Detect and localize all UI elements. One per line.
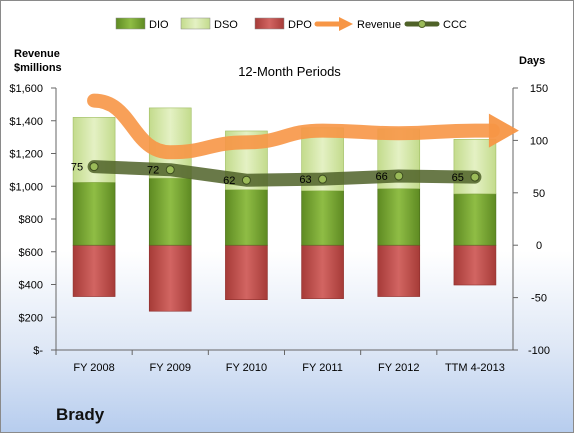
y-left-tick-label: $800	[19, 214, 43, 226]
y-left-tick-label: $600	[19, 247, 43, 259]
dio-bar	[453, 193, 497, 246]
revenue-arrowhead	[488, 113, 519, 148]
legend-swatch-dpo	[254, 17, 285, 30]
lines	[87, 93, 519, 187]
x-tick-label: TTM 4-2013	[445, 362, 505, 374]
y-left-title-line-1: Revenue	[14, 48, 60, 60]
y-right-tick-label: 150	[530, 83, 548, 95]
dpo-bar	[148, 244, 192, 312]
y-right-tick-label: 100	[530, 135, 548, 147]
ccc-data-label: 72	[147, 165, 159, 177]
axes: Revenue $millions Days 12-Month Periods $- $2…	[9, 48, 550, 374]
legend-arrowhead	[339, 17, 353, 31]
dpo-bar	[225, 244, 268, 300]
ccc-marker	[165, 165, 175, 175]
legend: DIO DSO DPO Revenue CCC	[115, 17, 467, 31]
y-left-tick-label: $1,400	[9, 116, 43, 128]
legend-marker-ccc	[418, 20, 426, 28]
dpo-bar	[301, 244, 344, 299]
x-tick-label: FY 2012	[378, 362, 419, 374]
y-right-title: Days	[519, 55, 545, 67]
dso-bar	[453, 139, 497, 195]
ccc-data-label: 63	[299, 174, 311, 186]
y-left-tick-label: $-	[33, 345, 43, 357]
dpo-bar	[377, 244, 421, 297]
y-left-tick-label: $1,600	[9, 83, 43, 95]
legend-label-dpo: DPO	[288, 19, 312, 31]
dio-bar	[148, 177, 192, 246]
x-tick-label: FY 2011	[302, 362, 343, 374]
ccc-marker	[89, 162, 99, 172]
y-right-tick-label: 50	[533, 188, 545, 200]
ccc-marker	[470, 172, 480, 182]
dpo-bar	[453, 244, 497, 286]
legend-label-dio: DIO	[149, 19, 169, 31]
legend-swatch-dso	[180, 17, 211, 30]
y-left-tick-label: $1,200	[9, 149, 43, 161]
ccc-marker	[394, 171, 404, 181]
ccc-data-label: 65	[452, 172, 464, 184]
dpo-bar	[72, 244, 116, 297]
ccc-marker	[318, 174, 328, 184]
x-tick-label: FY 2009	[150, 362, 191, 374]
ccc-data-label: 62	[223, 175, 235, 187]
y-left-tick-label: $400	[19, 280, 43, 292]
y-left-title-line-2: $millions	[14, 62, 62, 74]
y-right-tick-label: -50	[531, 293, 547, 305]
ccc-line	[87, 160, 482, 187]
data-labels: 75 72 62 63 66 65	[71, 162, 464, 188]
dio-bar	[225, 189, 268, 246]
y-right-tick-label: 0	[536, 240, 542, 252]
legend-swatch-dio	[115, 17, 146, 30]
chart-title: 12-Month Periods	[238, 64, 341, 79]
y-left-tick-label: $1,000	[9, 181, 43, 193]
ccc-marker	[241, 175, 251, 185]
y-left-tick-label: $200	[19, 312, 43, 324]
revenue-line	[87, 93, 500, 160]
y-right-tick-label: -100	[528, 345, 550, 357]
legend-label-ccc: CCC	[443, 19, 467, 31]
company-name: Brady	[56, 405, 105, 424]
dio-bar	[72, 182, 116, 246]
ccc-data-label: 66	[376, 171, 388, 183]
legend-label-dso: DSO	[214, 19, 238, 31]
dio-bar	[377, 188, 421, 246]
x-tick-label: FY 2010	[226, 362, 267, 374]
ccc-data-label: 75	[71, 162, 83, 174]
x-tick-label: FY 2008	[73, 362, 114, 374]
legend-label-revenue: Revenue	[357, 19, 401, 31]
dio-bar	[301, 190, 344, 246]
